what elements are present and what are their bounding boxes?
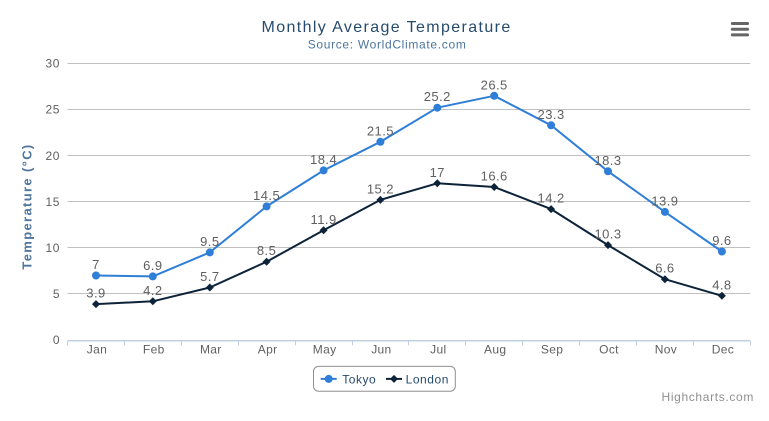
svg-text:15: 15: [45, 195, 60, 209]
svg-text:5.7: 5.7: [200, 269, 219, 284]
svg-text:20: 20: [45, 149, 60, 163]
svg-text:Jul: Jul: [430, 343, 446, 357]
svg-text:6.6: 6.6: [655, 261, 674, 276]
svg-text:Monthly Average Temperature: Monthly Average Temperature: [262, 19, 512, 36]
svg-text:Source: WorldClimate.com: Source: WorldClimate.com: [308, 38, 467, 52]
svg-text:18.4: 18.4: [310, 152, 337, 167]
svg-text:Mar: Mar: [200, 343, 222, 357]
svg-text:Feb: Feb: [143, 343, 165, 357]
svg-text:17: 17: [430, 165, 445, 180]
svg-text:25: 25: [45, 103, 60, 117]
svg-text:May: May: [313, 343, 337, 357]
svg-text:Tokyo: Tokyo: [342, 372, 376, 386]
svg-text:Highcharts.com: Highcharts.com: [662, 390, 754, 404]
svg-text:14.5: 14.5: [253, 188, 280, 203]
svg-text:15.2: 15.2: [367, 181, 394, 196]
svg-text:10.3: 10.3: [594, 227, 621, 242]
svg-text:6.9: 6.9: [143, 258, 162, 273]
svg-text:25.2: 25.2: [424, 89, 451, 104]
svg-text:4.2: 4.2: [143, 283, 162, 298]
svg-text:Nov: Nov: [655, 343, 677, 357]
svg-text:Temperature (°C): Temperature (°C): [20, 143, 35, 269]
svg-text:4.8: 4.8: [712, 277, 731, 292]
svg-text:Apr: Apr: [258, 343, 278, 357]
svg-text:5: 5: [53, 287, 60, 301]
svg-text:14.2: 14.2: [538, 191, 565, 206]
svg-text:13.9: 13.9: [651, 193, 678, 208]
svg-text:Jan: Jan: [87, 343, 107, 357]
svg-text:Oct: Oct: [599, 343, 619, 357]
svg-text:23.3: 23.3: [538, 107, 565, 122]
svg-text:30: 30: [45, 57, 60, 71]
svg-text:18.3: 18.3: [594, 153, 621, 168]
svg-text:3.9: 3.9: [86, 286, 105, 301]
svg-text:7: 7: [92, 257, 100, 272]
svg-text:21.5: 21.5: [367, 123, 394, 138]
svg-text:Aug: Aug: [484, 343, 506, 357]
svg-text:10: 10: [45, 241, 60, 255]
svg-text:9.5: 9.5: [200, 234, 219, 249]
svg-text:Sep: Sep: [541, 343, 563, 357]
svg-text:Dec: Dec: [712, 343, 734, 357]
svg-text:11.9: 11.9: [311, 212, 337, 227]
svg-text:London: London: [406, 372, 449, 386]
svg-text:0: 0: [53, 333, 60, 347]
svg-text:Jun: Jun: [371, 343, 391, 357]
svg-text:8.5: 8.5: [257, 243, 276, 258]
svg-text:16.6: 16.6: [481, 169, 508, 184]
svg-text:9.6: 9.6: [712, 233, 731, 248]
svg-text:26.5: 26.5: [481, 77, 508, 92]
